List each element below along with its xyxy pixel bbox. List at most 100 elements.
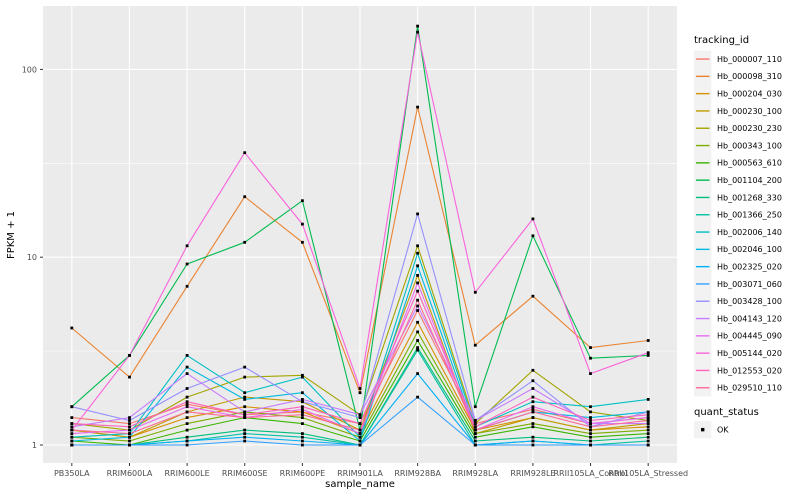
legend-label-Hb_000563_610: Hb_000563_610 [717,159,782,168]
x-tick-label: RRIM600LA [107,469,153,478]
data-point [358,416,362,419]
data-point [531,379,535,383]
x-tick-label: RRIM600SE [222,469,268,478]
data-point [473,290,477,294]
data-point [589,410,592,414]
data-point [70,326,74,330]
data-point [301,199,304,203]
data-point [185,354,189,357]
data-point [416,372,419,375]
data-point [473,432,477,435]
data-point [243,195,247,199]
data-point [185,402,189,406]
legend-quant-status: OK [694,421,729,439]
data-point [70,432,74,435]
data-point [531,422,535,425]
data-point [589,432,592,435]
data-point [416,346,419,349]
legend-label-Hb_001268_330: Hb_001268_330 [717,193,782,202]
data-point [70,405,74,409]
data-point [358,413,362,417]
data-point [589,425,592,429]
data-point [473,422,477,425]
data-point [301,375,304,379]
legend-label-Hb_005144_020: Hb_005144_020 [717,349,782,358]
data-point [646,428,650,432]
data-point [128,419,131,422]
data-point [128,354,131,357]
data-point [301,407,304,411]
data-point [185,428,189,432]
data-point [646,432,650,435]
data-point [646,425,650,429]
data-point [185,284,189,288]
data-points [70,24,650,447]
data-point [301,435,304,439]
data-point [243,365,247,369]
data-point [70,416,74,419]
data-point [589,428,592,432]
data-point [589,435,592,439]
data-point [416,212,419,216]
legend-label-Hb_029510_110: Hb_029510_110 [717,384,782,393]
legend-point-icon [701,427,705,432]
data-point [301,405,304,409]
data-point [185,365,189,369]
data-point [416,274,419,277]
x-tick-label: RRIM928LE [510,469,555,478]
data-point [416,304,419,308]
data-point [70,443,74,447]
data-point [416,281,419,285]
legend-label-Hb_002325_020: Hb_002325_020 [717,262,782,271]
data-point [358,422,362,425]
data-point [128,422,131,425]
data-point [128,425,131,429]
data-point [243,432,247,435]
data-point [531,400,535,404]
legend-label-Hb_000230_230: Hb_000230_230 [717,124,782,133]
data-point [243,398,247,401]
data-point [358,435,362,439]
legend-label-Hb_000230_100: Hb_000230_100 [717,107,782,116]
legend-label-Hb_001104_200: Hb_001104_200 [717,176,782,185]
data-point [185,387,189,390]
legend-label-Hb_000098_310: Hb_000098_310 [717,72,782,81]
data-point [185,395,189,399]
data-point [531,425,535,429]
data-point [70,435,74,439]
data-point [646,351,650,355]
data-point [301,398,304,401]
data-point [531,443,535,447]
data-point [416,30,419,34]
data-point [646,419,650,422]
y-tick-label: 10 [27,253,37,262]
legend-label-Hb_000204_030: Hb_000204_030 [717,89,782,98]
data-point [301,373,304,377]
data-point [128,375,131,379]
data-point [416,298,419,302]
data-point [243,428,247,432]
data-point [531,368,535,372]
data-point [185,416,189,419]
data-point [243,151,247,155]
data-point [301,400,304,404]
data-point [185,422,189,425]
data-point [185,372,189,375]
data-point [301,413,304,417]
data-point [358,443,362,447]
data-point [185,244,189,248]
legend-label-Hb_003428_100: Hb_003428_100 [717,297,782,306]
data-point [416,330,419,334]
data-point [358,432,362,435]
data-point [646,398,650,401]
data-point [416,309,419,312]
data-point [301,443,304,447]
data-point [358,439,362,443]
data-point [301,439,304,443]
data-point [531,217,535,221]
data-point [646,435,650,439]
data-point [531,435,535,439]
data-point [301,422,304,425]
data-point [358,387,362,390]
